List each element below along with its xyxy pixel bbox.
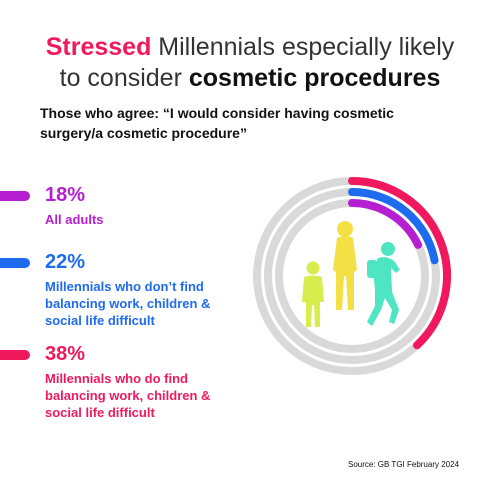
ring-no-difficulty-bar [348, 188, 439, 265]
person-middle-figure [333, 221, 357, 310]
title-part1: Millennials especially likely [151, 33, 455, 61]
series-label-all-adults: All adults [45, 212, 104, 227]
legend-tab-all-adults [0, 191, 30, 201]
ring-all-adults-bar [348, 199, 423, 249]
series-label-difficulty: Millennials who do find balancing work, … [45, 371, 211, 420]
chart-title: Stressed Millennials especially likely t… [0, 32, 500, 94]
legend-tab-no-difficulty [0, 258, 30, 268]
radial-rings [253, 177, 451, 375]
chart-subtitle: Those who agree: “I would consider havin… [40, 105, 394, 141]
value-label-difficulty: 38% [45, 343, 86, 365]
person-right-figure [367, 242, 400, 326]
title-accent: Stressed [45, 33, 152, 61]
title-part2: to consider [59, 64, 189, 92]
value-label-no-difficulty: 22% [45, 251, 86, 273]
source-note: Source: GB TGI February 2024 [348, 460, 460, 469]
legend-tab-difficulty [0, 350, 30, 360]
title-bold: cosmetic procedures [188, 64, 441, 92]
series-label-no-difficulty: Millennials who don’t find balancing wor… [45, 279, 211, 328]
person-left-figure [302, 261, 324, 327]
people-illustration [302, 221, 400, 327]
ring-difficulty-bar [348, 177, 451, 350]
value-label-all-adults: 18% [45, 184, 86, 206]
